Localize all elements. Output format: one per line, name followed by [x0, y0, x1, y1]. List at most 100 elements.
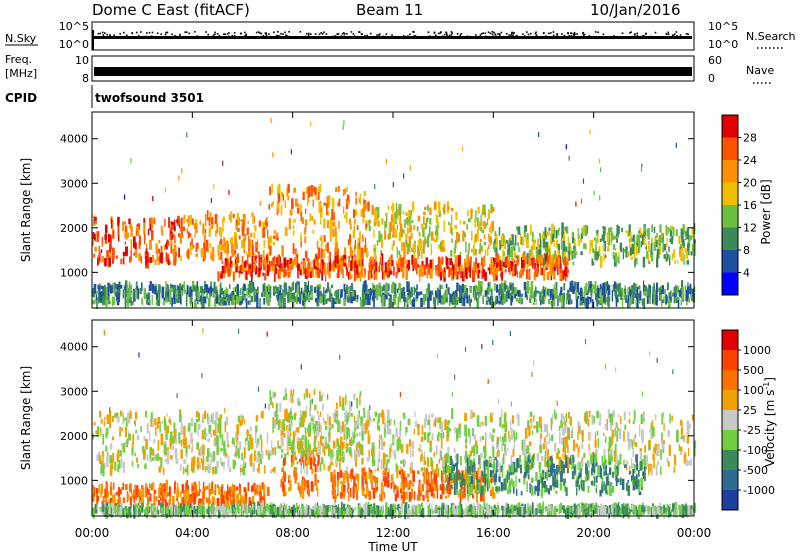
heatmap-cell — [631, 285, 634, 295]
heatmap-cell — [282, 481, 285, 491]
heatmap-cell — [174, 482, 176, 494]
heatmap-cell — [526, 280, 530, 292]
heatmap-cell — [646, 229, 649, 236]
nsky-point — [563, 34, 566, 37]
heatmap-cell — [364, 245, 366, 253]
nsky-point — [341, 32, 344, 35]
heatmap-cell — [535, 249, 539, 260]
heatmap-cell — [407, 247, 410, 254]
heatmap-cell — [304, 453, 307, 466]
heatmap-cell — [127, 296, 130, 308]
heatmap-cell — [636, 286, 639, 295]
heatmap-cell — [419, 443, 422, 450]
heatmap-cell — [282, 470, 286, 478]
heatmap-cell — [316, 298, 320, 307]
freq-unit: [MHz] — [5, 67, 37, 80]
heatmap-cell — [216, 441, 219, 453]
heatmap-cell — [263, 239, 265, 249]
heatmap-cell — [535, 259, 538, 266]
heatmap-cell — [148, 483, 151, 489]
heatmap-cell — [575, 201, 577, 207]
heatmap-cell — [477, 298, 479, 309]
heatmap-cell — [673, 287, 676, 292]
heatmap-cell — [182, 284, 184, 288]
heatmap-cell — [395, 212, 397, 224]
heatmap-cell — [630, 293, 633, 305]
heatmap-cell — [439, 284, 441, 290]
heatmap-cell — [317, 455, 320, 464]
heatmap-cell — [281, 262, 283, 272]
nsky-point — [259, 32, 261, 34]
heatmap-cell — [459, 261, 461, 266]
heatmap-cell — [418, 264, 422, 277]
heatmap-cell — [292, 299, 295, 308]
colorbar-swatch — [722, 182, 738, 206]
heatmap-cell — [585, 411, 588, 421]
heatmap-cell — [299, 438, 301, 446]
heatmap-cell — [261, 439, 263, 448]
heatmap-cell — [378, 231, 381, 243]
heatmap-cell — [186, 132, 188, 138]
heatmap-cell — [273, 260, 275, 266]
heatmap-cell — [156, 293, 159, 300]
nsky-point — [570, 32, 572, 34]
heatmap-cell — [266, 254, 268, 264]
heatmap-cell — [542, 234, 545, 240]
heatmap-cell — [425, 217, 428, 229]
heatmap-cell — [363, 281, 366, 293]
heatmap-cell — [276, 203, 280, 209]
heatmap-cell — [256, 451, 260, 463]
heatmap-cell — [179, 292, 182, 302]
heatmap-cell — [514, 259, 516, 264]
heatmap-cell — [459, 251, 462, 257]
heatmap-cell — [396, 263, 399, 274]
heatmap-cell — [396, 246, 398, 258]
heatmap-cell — [436, 298, 439, 306]
heatmap-cell — [311, 266, 314, 278]
heatmap-cell — [306, 451, 309, 461]
heatmap-cell — [630, 256, 634, 260]
heatmap-cell — [101, 450, 104, 457]
heatmap-cell — [254, 225, 257, 232]
heatmap-cell — [467, 209, 469, 217]
heatmap-cell — [198, 413, 200, 422]
heatmap-cell — [235, 450, 238, 455]
heatmap-cell — [470, 256, 472, 266]
heatmap-cell — [242, 463, 246, 476]
heatmap-cell — [262, 291, 265, 297]
heatmap-cell — [117, 449, 120, 458]
heatmap-cell — [151, 231, 154, 241]
heatmap-cell — [488, 281, 491, 292]
heatmap-cell — [248, 496, 251, 506]
heatmap-cell — [586, 298, 589, 309]
heatmap-cell — [656, 449, 658, 457]
nsky-point — [675, 31, 678, 33]
heatmap-cell — [127, 291, 130, 301]
heatmap-cell — [177, 294, 180, 300]
colorbar-swatch — [722, 227, 738, 251]
heatmap-cell — [563, 251, 566, 258]
heatmap-cell — [220, 499, 223, 505]
heatmap-cell — [580, 237, 583, 244]
heatmap-cell — [655, 464, 658, 476]
heatmap-cell — [160, 246, 163, 253]
heatmap-cell — [120, 457, 123, 468]
heatmap-cell — [512, 273, 515, 277]
heatmap-cell — [384, 221, 386, 231]
heatmap-cell — [472, 428, 474, 437]
heatmap-cell — [423, 211, 426, 216]
heatmap-cell — [142, 446, 145, 451]
heatmap-cell — [398, 283, 401, 291]
heatmap-cell — [289, 446, 292, 450]
heatmap-cell — [636, 234, 639, 243]
heatmap-cell — [227, 244, 229, 255]
heatmap-cell — [281, 449, 284, 453]
heatmap-cell — [693, 446, 696, 457]
heatmap-cell — [252, 216, 255, 225]
heatmap-cell — [529, 464, 532, 471]
heatmap-cell — [524, 290, 528, 298]
heatmap-cell — [239, 295, 242, 301]
heatmap-cell — [435, 290, 437, 297]
heatmap-cell — [646, 296, 649, 304]
heatmap-cell — [447, 477, 450, 489]
